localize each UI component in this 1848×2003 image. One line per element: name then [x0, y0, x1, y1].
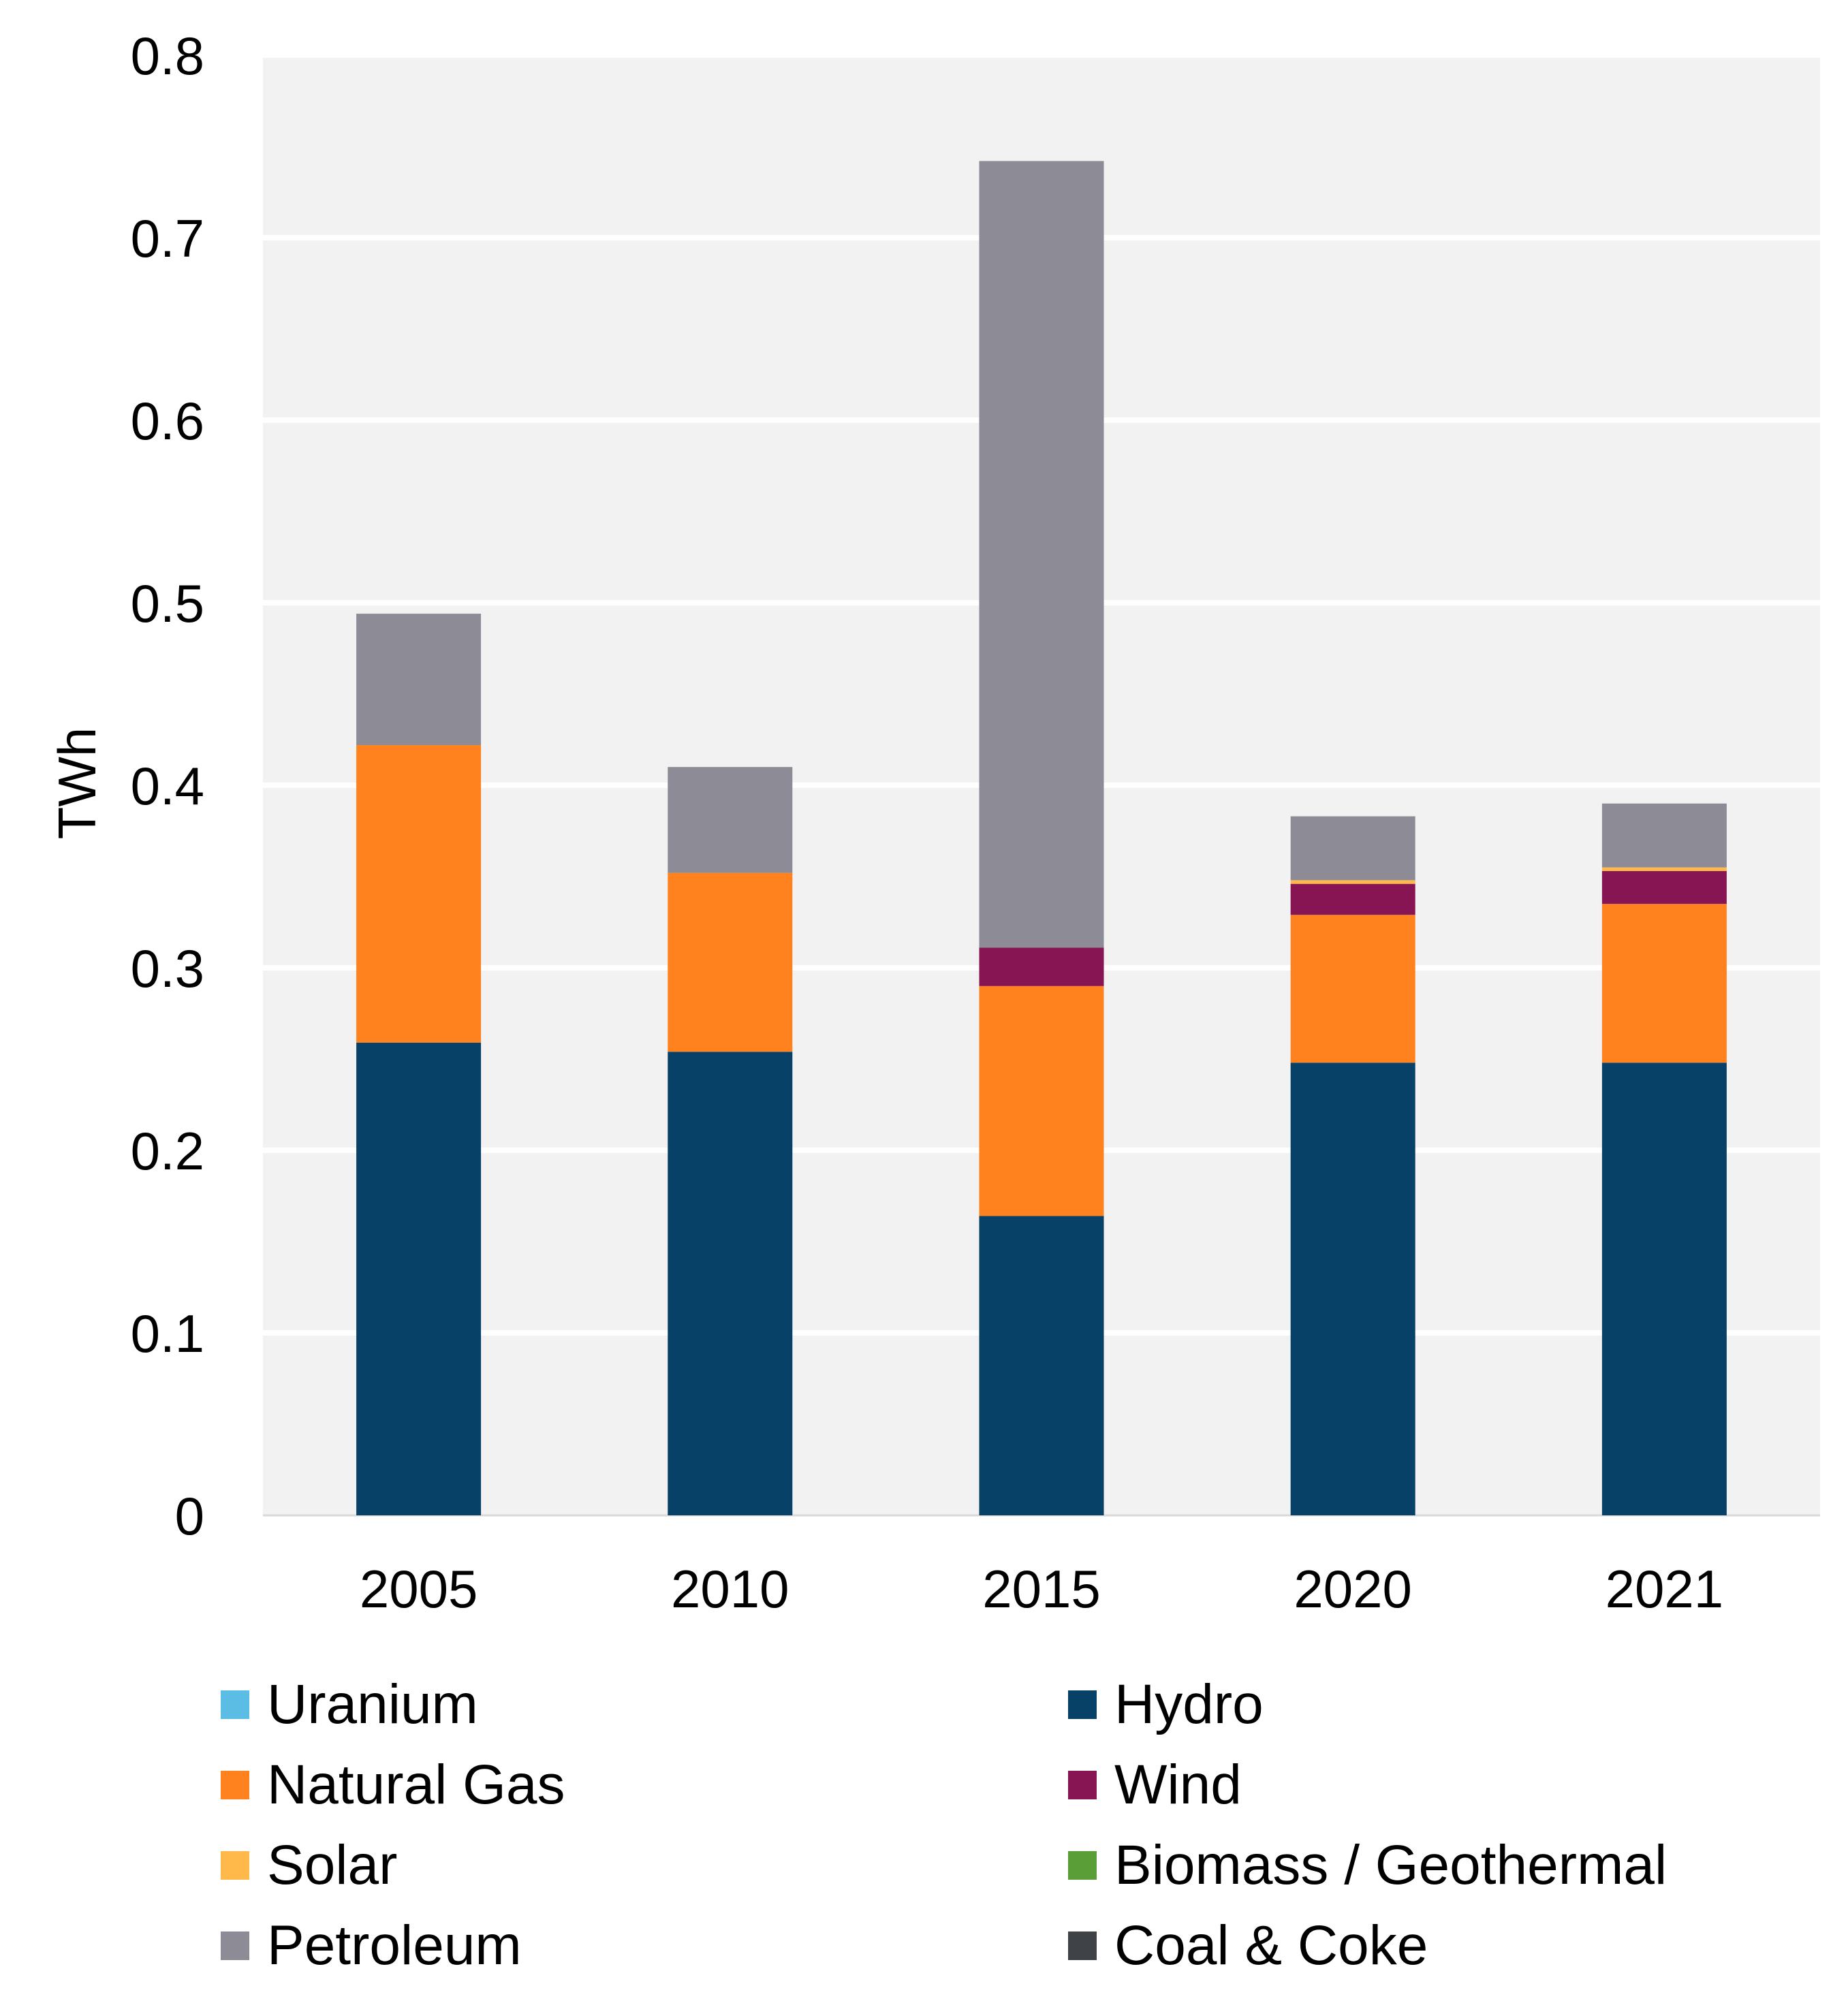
y-tick-label: 0.4: [131, 756, 204, 816]
bar-segment-petroleum-2021: [1601, 803, 1727, 868]
legend-label: Solar: [267, 1834, 397, 1896]
x-tick-label: 2015: [982, 1559, 1101, 1619]
legend-swatch: [221, 1931, 249, 1960]
bar-segment-hydro-2010: [668, 1052, 793, 1515]
x-tick-label: 2020: [1294, 1559, 1412, 1619]
y-tick-label: 0.2: [131, 1121, 204, 1181]
bar-segment-wind-2015: [979, 947, 1104, 986]
y-tick-label: 0.5: [131, 573, 204, 633]
bar-segment-natural-gas-2010: [668, 872, 793, 1052]
y-tick-label: 0.6: [131, 391, 204, 451]
x-tick-label: 2010: [671, 1559, 789, 1619]
x-tick-label: 2021: [1606, 1559, 1724, 1619]
legend-item: Coal & Coke: [1068, 1914, 1428, 1976]
legend-swatch: [1068, 1931, 1097, 1960]
y-tick-label: 0.3: [131, 939, 204, 998]
bar-segment-solar-2020: [1290, 880, 1415, 884]
legend-label: Biomass / Geothermal: [1114, 1834, 1667, 1896]
bar-segment-natural-gas-2020: [1290, 915, 1415, 1063]
legend-label: Natural Gas: [267, 1754, 565, 1816]
bar-segment-natural-gas-2015: [979, 985, 1104, 1216]
y-tick-label: 0.7: [131, 208, 204, 268]
legend-label: Petroleum: [267, 1914, 522, 1976]
legend-label: Coal & Coke: [1114, 1914, 1428, 1976]
bar-segment-solar-2021: [1601, 867, 1727, 871]
bar-segment-hydro-2015: [979, 1216, 1104, 1515]
legend-item: Petroleum: [221, 1914, 522, 1976]
bar-segment-petroleum-2015: [979, 161, 1104, 948]
legend-item: Wind: [1068, 1754, 1242, 1816]
x-tick-label: 2005: [360, 1559, 478, 1619]
bar-segment-wind-2021: [1601, 870, 1727, 904]
y-tick-label: 0: [175, 1486, 204, 1546]
bar-segment-hydro-2005: [356, 1042, 482, 1515]
y-axis-label: TWh: [47, 727, 107, 840]
bar-segment-natural-gas-2005: [356, 745, 482, 1043]
legend-item: Uranium: [221, 1673, 478, 1735]
bar-segment-hydro-2020: [1290, 1062, 1415, 1515]
legend-item: Solar: [221, 1834, 397, 1896]
legend-item: Natural Gas: [221, 1754, 565, 1816]
bar-segment-hydro-2021: [1601, 1062, 1727, 1515]
y-tick-label: 0.1: [131, 1304, 204, 1363]
legend-swatch: [221, 1690, 249, 1719]
legend-swatch: [1068, 1690, 1097, 1719]
legend-item: Hydro: [1068, 1673, 1264, 1735]
bar-segment-petroleum-2020: [1290, 816, 1415, 881]
bar-segment-petroleum-2010: [668, 767, 793, 873]
legend-swatch: [221, 1851, 249, 1880]
legend-label: Hydro: [1114, 1673, 1264, 1735]
legend-item: Biomass / Geothermal: [1068, 1834, 1667, 1896]
bar-segment-wind-2020: [1290, 883, 1415, 915]
bar-segment-natural-gas-2021: [1601, 904, 1727, 1063]
legend-swatch: [1068, 1771, 1097, 1799]
legend-label: Wind: [1114, 1754, 1242, 1816]
legend-swatch: [1068, 1851, 1097, 1880]
bar-segment-petroleum-2005: [356, 614, 482, 746]
legend-label: Uranium: [267, 1673, 478, 1735]
legend-swatch: [221, 1771, 249, 1799]
y-tick-label: 0.8: [131, 26, 204, 86]
